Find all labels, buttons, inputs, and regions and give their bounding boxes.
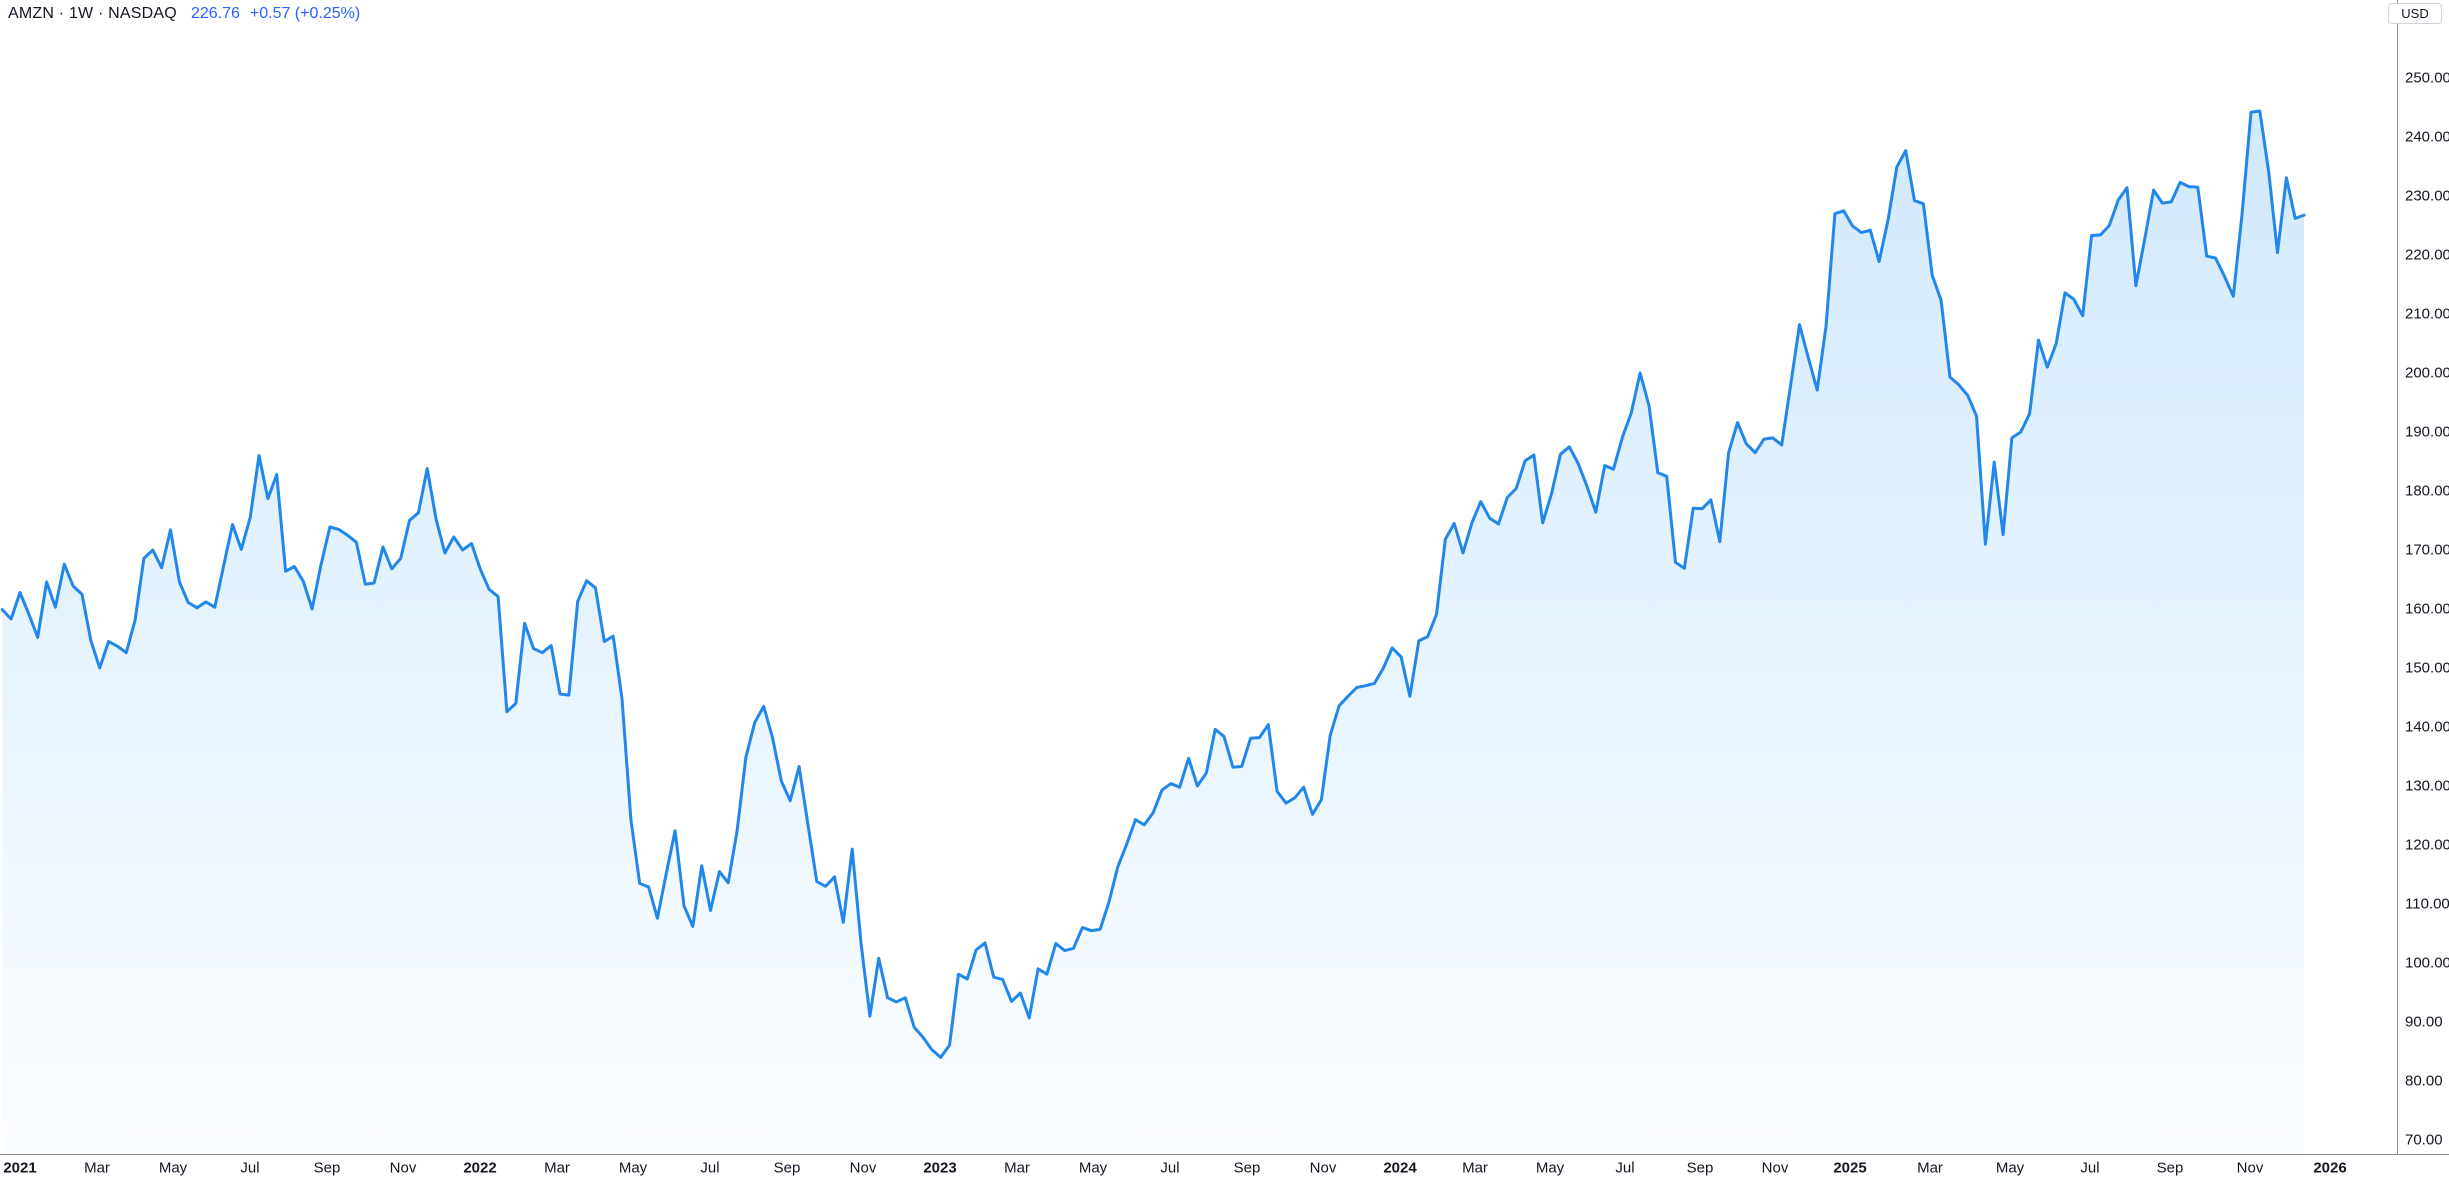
price-tick-label: 240.00 [2405,128,2449,146]
time-axis-month-label: May [1078,1159,1108,1176]
time-axis-year-label: 2021 [3,1159,37,1176]
time-axis[interactable]: 2021 Mar May Jul Sep Nov 2022 Mar May Jul Sep Nov 20… [0,1155,2449,1180]
time-axis-month-label: Mar [84,1159,110,1176]
price-tick-label: 140.00 [2405,718,2449,736]
symbol-title[interactable]: AMZN · 1W · NASDAQ [8,5,177,22]
price-tick-label: 170.00 [2405,541,2449,559]
last-price-value: 226.76 [190,5,240,22]
price-tick-label: 210.00 [2405,305,2449,323]
time-axis-month-label: Jul [1615,1159,1635,1176]
price-axis-border [2397,0,2398,1180]
time-axis-month-label: May [158,1159,188,1176]
time-axis-year-label: 2023 [923,1159,957,1176]
price-tick-label: 160.00 [2405,600,2449,618]
price-axis[interactable] [2397,0,2449,1154]
price-tick-label: 90.00 [2405,1013,2443,1031]
time-axis-month-label: Sep [1233,1159,1261,1176]
price-tick-label: 70.00 [2405,1131,2443,1149]
price-change-value: +0.57 (+0.25%) [249,5,361,22]
price-tick-label: 230.00 [2405,187,2449,205]
time-axis-year-label: 2026 [2313,1159,2347,1176]
time-axis-month-label: Jul [240,1159,260,1176]
time-axis-month-label: Sep [2156,1159,2184,1176]
time-axis-month-label: Jul [2080,1159,2100,1176]
price-tick-label: 110.00 [2405,895,2449,913]
price-tick-label: 200.00 [2405,364,2449,382]
time-axis-border [0,1154,2449,1155]
time-axis-month-label: Sep [313,1159,341,1176]
price-tick-label: 100.00 [2405,954,2449,972]
price-tick-label: 180.00 [2405,482,2449,500]
time-axis-month-label: Nov [849,1159,877,1176]
price-tick-label: 130.00 [2405,777,2449,795]
time-axis-month-label: May [1995,1159,2025,1176]
price-line-series[interactable] [0,109,2306,1059]
time-axis-month-label: Nov [1309,1159,1337,1176]
time-axis-month-label: Mar [544,1159,570,1176]
time-axis-month-label: Sep [1686,1159,1714,1176]
time-axis-month-label: May [1535,1159,1565,1176]
time-axis-month-label: Mar [1004,1159,1030,1176]
time-axis-month-label: Nov [389,1159,417,1176]
time-axis-month-label: Jul [1160,1159,1180,1176]
area-fill [2,111,2305,1154]
time-axis-month-label: May [618,1159,648,1176]
price-tick-label: 190.00 [2405,423,2449,441]
price-tick-label: 220.00 [2405,246,2449,264]
time-axis-year-label: 2024 [1383,1159,1417,1176]
currency-toggle-badge[interactable]: USD [2388,3,2442,24]
price-tick-label: 250.00 [2405,69,2449,87]
time-axis-month-label: Nov [1761,1159,1789,1176]
price-tick-label: 120.00 [2405,836,2449,854]
time-axis-month-label: Nov [2236,1159,2264,1176]
time-axis-month-label: Mar [1462,1159,1488,1176]
symbol-legend: AMZN · 1W · NASDAQ 226.76 +0.57 (+0.25%) [8,5,360,23]
time-axis-year-label: 2025 [1833,1159,1867,1176]
time-axis-month-label: Mar [1917,1159,1943,1176]
time-axis-month-label: Sep [773,1159,801,1176]
time-axis-year-label: 2022 [463,1159,497,1176]
time-axis-month-label: Jul [700,1159,720,1176]
price-tick-label: 150.00 [2405,659,2449,677]
price-tick-label: 80.00 [2405,1072,2443,1090]
